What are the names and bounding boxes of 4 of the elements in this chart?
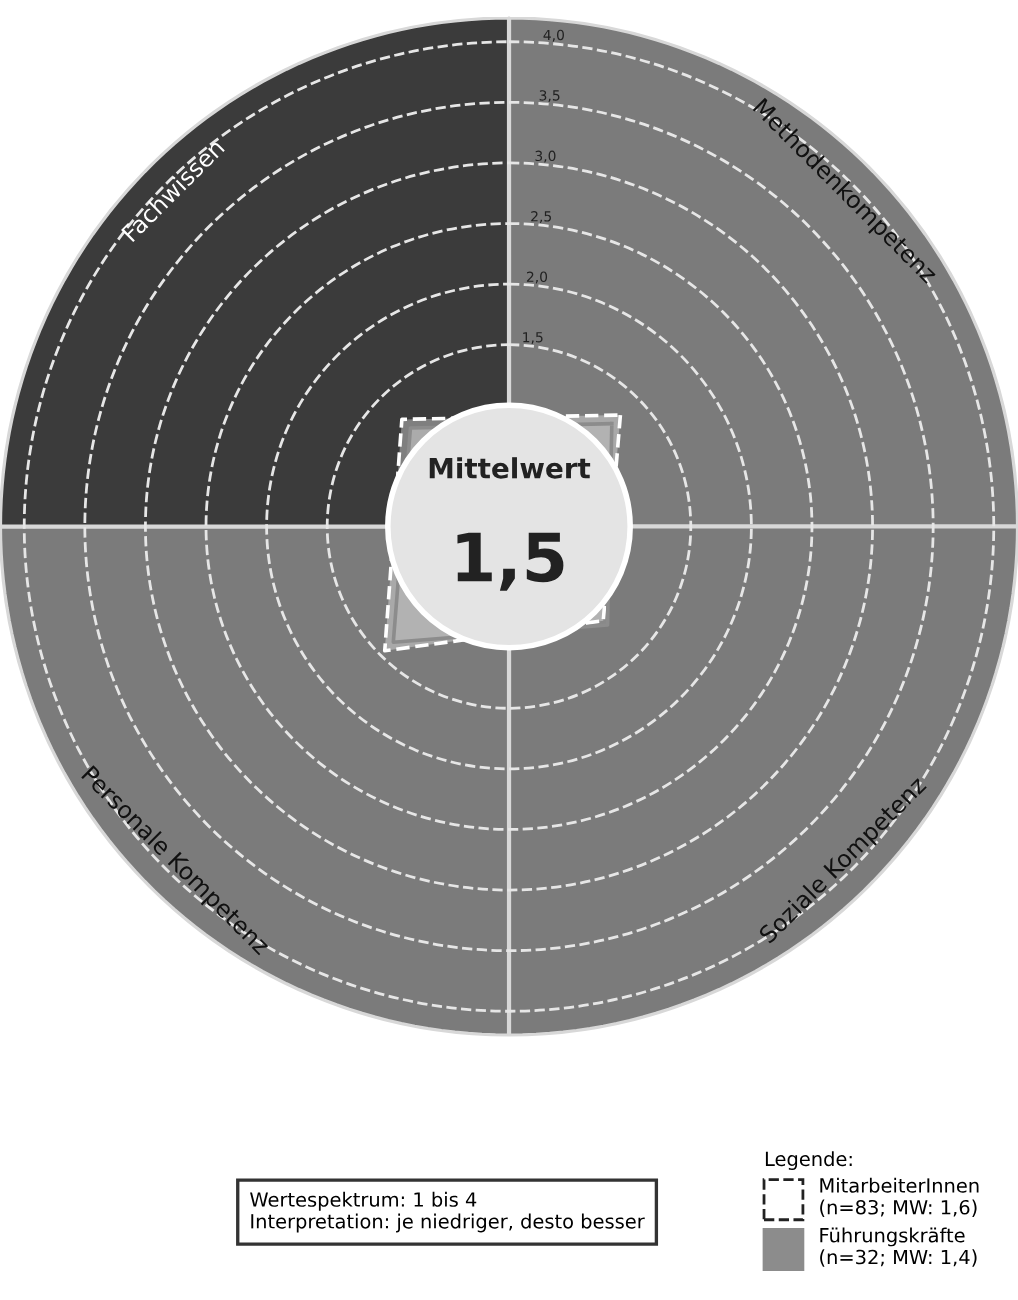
- legend-title: Legende:: [765, 1151, 852, 1170]
- legend-label: MitarbeiterInnen (n=83; MW: 1,6): [820, 1177, 979, 1217]
- legend-label: Führungskräfte (n=32; MW: 1,4): [820, 1227, 977, 1267]
- text: Wertespektrum: 1 bis 4 Interpretation: je niedriger, desto besser: [250, 1191, 645, 1233]
